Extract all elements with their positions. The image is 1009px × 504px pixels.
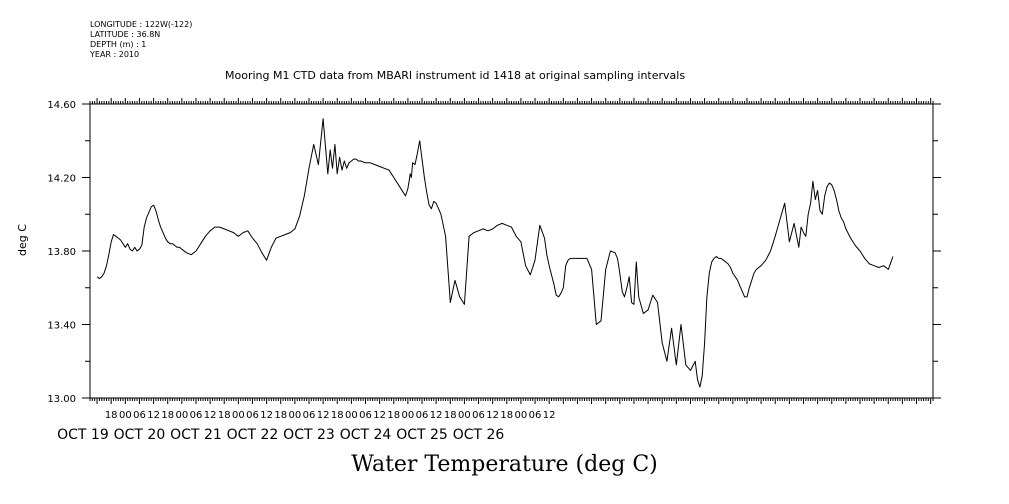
x-day-tick-label: OCT 22 — [227, 427, 279, 443]
x-hour-tick-label: 06 — [472, 410, 485, 421]
x-hour-tick-label: 06 — [529, 410, 542, 421]
x-day-tick-label: OCT 25 — [396, 427, 448, 443]
x-hour-tick-label: 00 — [515, 410, 528, 421]
x-hour-tick-label: 00 — [119, 410, 132, 421]
x-hour-tick-label: 00 — [175, 410, 188, 421]
y-tick-label: 13.40 — [47, 321, 76, 332]
x-hour-tick-label: 06 — [246, 410, 259, 421]
x-day-tick-label: OCT 20 — [114, 427, 166, 443]
x-hour-tick-label: 12 — [543, 410, 556, 421]
x-hour-tick-label: 00 — [232, 410, 245, 421]
y-tick-label: 13.00 — [47, 394, 76, 405]
x-hour-tick-label: 06 — [303, 410, 316, 421]
x-hour-tick-label: 18 — [274, 410, 287, 421]
x-hour-tick-label: 18 — [444, 410, 457, 421]
x-hour-tick-label: 12 — [430, 410, 443, 421]
x-hour-tick-label: 12 — [147, 410, 160, 421]
x-hour-tick-label: 12 — [260, 410, 273, 421]
chart-footer-title: Water Temperature (deg C) — [351, 452, 658, 477]
y-tick-label: 14.60 — [47, 100, 76, 111]
x-hour-tick-label: 18 — [161, 410, 174, 421]
x-hour-tick-label: 12 — [373, 410, 386, 421]
x-hour-tick-label: 06 — [416, 410, 429, 421]
x-hour-tick-label: 12 — [486, 410, 499, 421]
x-hour-tick-label: 12 — [204, 410, 217, 421]
x-hour-tick-label: 06 — [190, 410, 203, 421]
x-hour-tick-label: 18 — [500, 410, 513, 421]
x-hour-tick-label: 00 — [402, 410, 415, 421]
x-hour-tick-label: 06 — [359, 410, 372, 421]
x-hour-tick-label: 00 — [458, 410, 471, 421]
header-year: YEAR : 2010 — [90, 50, 140, 59]
series-line-water-temperature — [96, 118, 894, 388]
x-hour-tick-label: 18 — [387, 410, 400, 421]
x-hour-tick-label: 12 — [317, 410, 330, 421]
header-latitude: LATITUDE : 36.8N — [90, 30, 161, 39]
x-day-tick-label: OCT 26 — [453, 427, 505, 443]
x-day-tick-label: OCT 21 — [170, 427, 222, 443]
header-longitude: LONGITUDE : 122W(-122) — [90, 20, 193, 29]
x-day-tick-label: OCT 19 — [57, 427, 109, 443]
plot-frame — [89, 103, 934, 399]
x-day-tick-label: OCT 24 — [340, 427, 392, 443]
x-hour-tick-label: 18 — [105, 410, 118, 421]
x-hour-tick-label: 18 — [331, 410, 344, 421]
y-tick-label: 13.80 — [47, 247, 76, 258]
x-hour-tick-label: 00 — [288, 410, 301, 421]
header-depth: DEPTH (m) : 1 — [90, 40, 147, 49]
chart-title: Mooring M1 CTD data from MBARI instrumen… — [225, 69, 686, 82]
x-hour-tick-label: 00 — [345, 410, 358, 421]
x-hour-tick-label: 18 — [218, 410, 231, 421]
x-hour-tick-label: 06 — [133, 410, 146, 421]
y-tick-label: 14.20 — [47, 174, 76, 185]
x-day-tick-label: OCT 23 — [283, 427, 335, 443]
